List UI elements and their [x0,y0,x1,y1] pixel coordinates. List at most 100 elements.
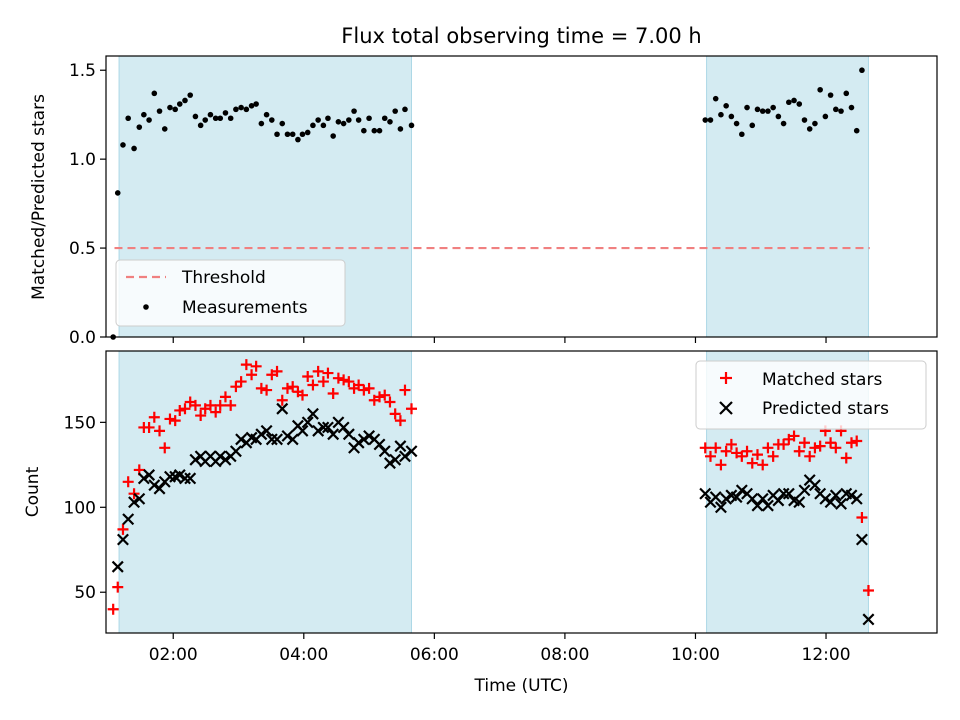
xtick-label-2: 06:00 [410,645,459,665]
chart-title: Flux total observing time = 7.00 h [341,24,701,48]
bottom-ytick-label-0: 50 [74,583,96,603]
predicted-star-point-82 [824,496,837,509]
predicted-star-point-60 [709,491,722,504]
measurement-point-21 [217,115,224,122]
measurement-point-46 [346,117,352,123]
measurement-point-55 [392,108,398,114]
predicted-star-point-0 [111,560,124,573]
matched-star-point-8 [148,411,160,423]
matched-star-point-0 [107,603,119,615]
measurement-point-76 [791,97,797,104]
matched-star-point-10 [159,442,171,454]
predicted-star-point-84 [835,497,848,510]
matched-star-point-24 [230,381,242,393]
matched-star-point-88 [851,435,863,447]
measurement-point-14 [182,97,188,104]
predicted-star-point-87 [850,492,863,505]
measurement-point-83 [827,92,834,98]
predicted-star-point-30 [265,433,278,446]
measurement-point-10 [161,126,168,132]
predicted-star-point-33 [281,429,294,442]
matched-star-point-83 [825,437,837,449]
matched-star-point-35 [287,381,299,393]
xtick-label-1: 04:00 [279,645,328,665]
measurement-point-82 [822,113,829,120]
matched-star-point-41 [317,376,329,388]
measurement-point-37 [299,131,306,138]
matched-star-point-43 [327,387,339,399]
predicted-star-point-57 [405,445,418,458]
measurement-point-69 [754,106,761,113]
measurement-point-9 [156,108,163,114]
matched-star-point-71 [762,442,774,454]
legend-measurements-swatch [143,304,149,310]
measurement-point-16 [192,113,199,120]
predicted-star-point-44 [337,421,350,434]
measurement-point-27 [248,102,255,109]
predicted-star-point-52 [378,445,391,458]
ratio-panel: 0.0 0.5 1.0 1.5 Flux total observing time =… [29,24,938,348]
measurement-point-52 [376,127,383,134]
measurement-point-17 [197,122,204,129]
measurement-point-36 [295,136,301,143]
predicted-star-point-74 [782,487,795,500]
predicted-star-point-10 [163,470,176,483]
matched-star-point-12 [169,415,181,427]
matched-star-point-64 [725,438,737,450]
measurement-point-6 [141,111,147,118]
predicted-star-point-76 [793,496,806,509]
bottom-axes-frame [105,350,938,634]
predicted-star-point-45 [342,428,355,441]
top-y-axis-label: Matched/Predicted stars [29,94,49,300]
matched-star-point-79 [804,450,816,462]
matched-star-point-66 [736,450,748,462]
measurement-point-85 [838,108,844,114]
measurement-point-33 [279,120,286,127]
matched-star-point-53 [379,389,391,401]
matched-star-point-80 [809,442,821,454]
predicted-star-point-38 [306,407,319,420]
matched-star-point-25 [235,376,247,388]
top-ytick-label-1: 0.5 [69,239,96,259]
legend-matched-label: Matched stars [762,370,882,390]
legend-measurements-label: Measurements [182,298,308,318]
bottom-ytick-label-2: 150 [64,413,96,433]
predicted-star-point-34 [286,433,299,446]
measurement-point-12 [172,106,178,113]
matched-star-point-59 [699,442,711,454]
top-y-ticks: 0.0 0.5 1.0 1.5 [69,61,106,348]
matched-star-point-22 [219,391,231,403]
measurement-point-57 [402,106,408,113]
matched-star-point-70 [757,459,769,471]
predicted-star-point-23 [229,445,242,458]
matched-star-point-68 [746,457,758,469]
top-ytick-label-3: 1.5 [69,61,96,81]
matched-star-point-60 [704,450,716,462]
matched-star-point-46 [343,376,355,388]
predicted-star-point-40 [317,421,330,434]
predicted-star-point-6 [143,469,156,481]
measurement-point-13 [176,101,183,107]
top-axes-frame [105,55,938,338]
measurement-point-88 [853,127,860,134]
predicted-star-point-36 [296,424,309,437]
predicted-star-point-1 [116,533,129,546]
measurement-point-28 [253,101,259,107]
measurement-point-45 [340,120,347,127]
matched-star-point-49 [358,384,370,396]
matched-star-point-9 [154,425,166,437]
predicted-star-point-39 [312,424,325,437]
measurement-point-19 [207,111,214,118]
predicted-star-point-15 [189,453,202,466]
predicted-star-point-47 [352,436,365,449]
measurement-point-8 [151,90,158,97]
measurement-point-24 [233,106,239,113]
measurement-point-64 [728,113,735,120]
matched-star-point-86 [840,452,852,464]
measurement-point-5 [136,124,143,130]
measurement-point-79 [806,126,813,132]
predicted-star-point-58 [699,487,712,500]
measurement-point-63 [723,102,729,109]
measurement-point-71 [765,108,771,114]
